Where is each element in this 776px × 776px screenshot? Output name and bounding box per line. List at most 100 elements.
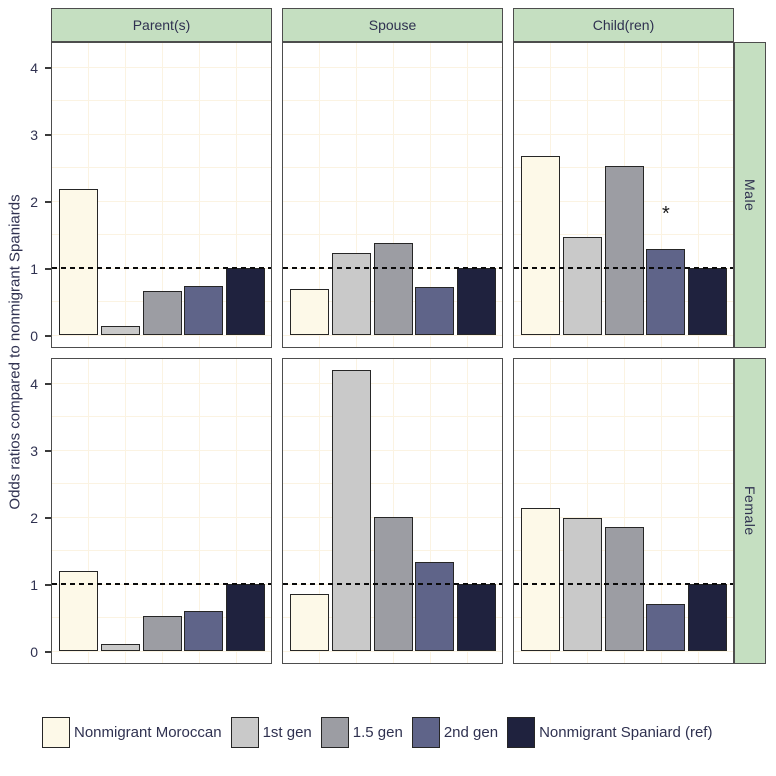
bar-nonmigrant-spaniard-ref- xyxy=(688,584,728,651)
y-tick-mark xyxy=(45,201,51,203)
legend-label: 1st gen xyxy=(262,724,312,741)
y-tick-mark xyxy=(45,268,51,270)
facet-strip-spouse-label: Spouse xyxy=(368,17,417,33)
facet-strip-male-label: Male xyxy=(742,178,758,212)
panel-male-spouse xyxy=(282,42,503,348)
gridline-horizontal xyxy=(283,200,502,202)
gridline-horizontal xyxy=(52,200,271,202)
legend-swatch-nonmigrant-moroccan xyxy=(42,717,70,748)
bar-nonmigrant-moroccan xyxy=(521,156,560,335)
gridline-horizontal xyxy=(514,449,733,451)
y-tick-label: 0 xyxy=(30,644,38,660)
gridline-horizontal xyxy=(52,133,271,135)
legend-item-nonmigrant-spaniard: Nonmigrant Spaniard (ref) xyxy=(507,717,712,748)
facet-strip-female-label: Female xyxy=(742,486,758,536)
bar-1-5-gen xyxy=(373,242,413,335)
gridline-horizontal xyxy=(514,416,733,417)
legend-item-1st-gen: 1st gen xyxy=(230,717,312,748)
y-tick-mark xyxy=(45,67,51,69)
gridline-horizontal xyxy=(283,66,502,68)
y-tick-label: 1 xyxy=(30,261,38,277)
gridline-vertical xyxy=(697,359,699,663)
gridline-vertical xyxy=(624,359,625,663)
bar-nonmigrant-moroccan xyxy=(290,594,329,651)
gridline-horizontal xyxy=(283,334,502,336)
gridline-vertical xyxy=(660,43,662,347)
legend-label: 2nd gen xyxy=(443,724,499,741)
gridline-vertical xyxy=(88,359,90,663)
bar-2nd-gen xyxy=(646,604,686,651)
facet-strip-male: Male xyxy=(734,42,766,348)
bar-1st-gen xyxy=(100,325,140,335)
bar-nonmigrant-spaniard-ref- xyxy=(226,584,266,651)
bar-nonmigrant-moroccan xyxy=(521,508,560,651)
gridline-vertical xyxy=(319,359,321,663)
bar-2nd-gen xyxy=(415,287,455,335)
gridline-vertical xyxy=(587,43,589,347)
gridline-horizontal xyxy=(514,650,733,652)
gridline-horizontal xyxy=(52,483,271,484)
gridline-horizontal xyxy=(514,334,733,336)
gridline-vertical xyxy=(429,359,431,663)
legend-item-nonmigrant-moroccan: Nonmigrant Moroccan xyxy=(42,717,222,748)
bar-1-5-gen xyxy=(142,616,182,651)
y-tick-mark xyxy=(45,450,51,452)
gridline-horizontal xyxy=(283,650,502,652)
y-tick-label: 3 xyxy=(30,127,38,143)
gridline-horizontal xyxy=(52,167,271,168)
panel-male-parents xyxy=(51,42,272,348)
y-tick-mark xyxy=(45,134,51,136)
gridline-vertical xyxy=(697,43,699,347)
y-tick-label: 1 xyxy=(30,577,38,593)
bar-2nd-gen xyxy=(646,248,686,335)
legend: Nonmigrant Moroccan 1st gen 1.5 gen 2nd … xyxy=(42,717,758,748)
reference-line-1 xyxy=(514,583,733,585)
reference-line-1 xyxy=(514,267,733,269)
bar-nonmigrant-moroccan xyxy=(290,288,329,335)
reference-line-1 xyxy=(283,583,502,585)
y-tick-label: 2 xyxy=(30,194,38,210)
legend-label: Nonmigrant Spaniard (ref) xyxy=(539,724,713,741)
gridline-vertical xyxy=(393,43,394,347)
gridline-horizontal xyxy=(514,516,733,518)
panel-female-parents xyxy=(51,358,272,664)
reference-line-1 xyxy=(52,583,271,585)
gridline-horizontal xyxy=(283,133,502,135)
y-tick-label: 3 xyxy=(30,443,38,459)
legend-swatch-nonmigrant-spaniard xyxy=(507,717,536,748)
gridline-vertical xyxy=(466,43,468,347)
gridline-vertical xyxy=(356,43,358,347)
bar-1-5-gen xyxy=(604,527,644,651)
bar-2nd-gen xyxy=(415,561,455,651)
facet-strip-female: Female xyxy=(734,358,766,664)
panel-female-children xyxy=(513,358,734,664)
gridline-horizontal xyxy=(283,167,502,168)
bar-nonmigrant-moroccan xyxy=(59,188,98,335)
gridline-vertical xyxy=(587,359,589,663)
y-axis-female: 0 1 2 3 4 xyxy=(0,358,51,664)
legend-label: Nonmigrant Moroccan xyxy=(74,724,222,741)
gridline-vertical xyxy=(125,43,127,347)
panel-male-children: * xyxy=(513,42,734,348)
y-tick-mark xyxy=(45,651,51,653)
reference-line-1 xyxy=(283,267,502,269)
bar-1st-gen xyxy=(331,252,371,335)
bar-2nd-gen xyxy=(184,286,224,335)
bar-nonmigrant-spaniard-ref- xyxy=(457,584,497,651)
gridline-horizontal xyxy=(52,382,271,384)
y-tick-mark xyxy=(45,383,51,385)
gridline-vertical xyxy=(162,359,163,663)
gridline-vertical xyxy=(235,359,237,663)
gridline-vertical xyxy=(235,43,237,347)
legend-swatch-1-5-gen xyxy=(320,717,349,748)
gridline-horizontal xyxy=(283,100,502,101)
reference-line-1 xyxy=(52,267,271,269)
gridline-horizontal xyxy=(514,483,733,484)
y-tick-mark xyxy=(45,584,51,586)
gridline-vertical xyxy=(393,359,394,663)
gridline-horizontal xyxy=(52,449,271,451)
y-tick-mark xyxy=(45,517,51,519)
y-tick-label: 2 xyxy=(30,510,38,526)
gridline-vertical xyxy=(319,43,321,347)
gridline-horizontal xyxy=(283,483,502,484)
